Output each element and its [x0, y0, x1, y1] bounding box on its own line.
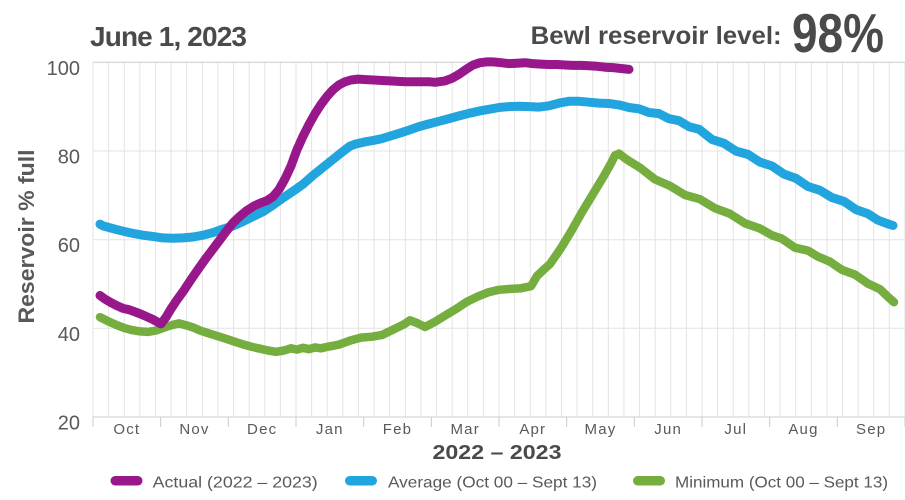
svg-text:Aug: Aug	[788, 421, 818, 438]
svg-text:Oct: Oct	[113, 421, 140, 438]
svg-text:Average (Oct 00 – Sept 13): Average (Oct 00 – Sept 13)	[388, 475, 597, 492]
svg-text:40: 40	[58, 324, 80, 346]
svg-text:May: May	[585, 421, 617, 438]
svg-text:Apr: Apr	[519, 421, 546, 438]
svg-text:Dec: Dec	[247, 421, 277, 438]
svg-text:20: 20	[58, 413, 80, 435]
svg-text:Sep: Sep	[856, 421, 886, 438]
svg-text:Feb: Feb	[383, 421, 412, 438]
svg-text:80: 80	[58, 147, 80, 169]
svg-text:Minimum (Oct 00 – Sept 13): Minimum (Oct 00 – Sept 13)	[675, 475, 888, 492]
svg-text:60: 60	[58, 235, 80, 257]
svg-text:98%: 98%	[792, 2, 884, 64]
svg-text:Jul: Jul	[724, 421, 747, 438]
svg-text:Mar: Mar	[450, 421, 479, 438]
svg-text:100: 100	[47, 58, 80, 80]
svg-text:Bewl reservoir level:: Bewl reservoir level:	[531, 22, 782, 50]
svg-text:Jan: Jan	[316, 421, 344, 438]
svg-text:Jun: Jun	[654, 421, 682, 438]
svg-text:Actual (2022 – 2023): Actual (2022 – 2023)	[153, 475, 318, 492]
svg-text:Reservoir % full: Reservoir % full	[14, 150, 39, 324]
svg-text:Nov: Nov	[179, 421, 209, 438]
svg-text:2022 – 2023: 2022 – 2023	[433, 442, 562, 464]
svg-text:June 1, 2023: June 1, 2023	[90, 21, 247, 52]
